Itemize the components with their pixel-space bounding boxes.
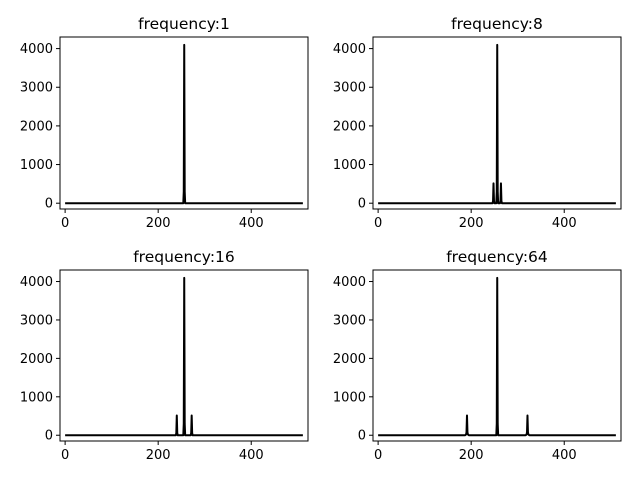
chart-title: frequency:1: [138, 15, 230, 33]
series-line-1: [378, 276, 616, 437]
y-tick-label: 4000: [20, 42, 53, 57]
y-tick-label: 2000: [20, 352, 53, 367]
y-tick-label: 4000: [333, 42, 366, 57]
chart-title: frequency:16: [133, 248, 235, 266]
x-tick-label: 200: [459, 216, 484, 231]
y-tick-label: 2000: [333, 352, 366, 367]
x-tick-label: 400: [239, 448, 264, 463]
series-line-1: [65, 276, 303, 437]
x-tick-label: 0: [374, 216, 382, 231]
y-tick-label: 3000: [20, 81, 53, 96]
x-tick-label: 400: [552, 448, 577, 463]
axes-frame: [59, 36, 309, 210]
y-tick-label: 4000: [333, 275, 366, 290]
y-tick-label: 1000: [333, 158, 366, 173]
x-tick-label: 0: [61, 216, 69, 231]
y-tick-label: 0: [45, 197, 53, 212]
y-tick-label: 2000: [333, 119, 366, 134]
x-tick-label: 400: [239, 216, 264, 231]
x-tick-label: 200: [146, 448, 171, 463]
x-tick-label: 200: [146, 216, 171, 231]
chart-title: frequency:64: [446, 248, 548, 266]
chart-title: frequency:8: [451, 15, 543, 33]
y-tick-label: 1000: [20, 390, 53, 405]
y-tick-label: 3000: [333, 313, 366, 328]
series-line-1: [65, 43, 303, 205]
y-tick-label: 2000: [20, 119, 53, 134]
y-tick-label: 1000: [20, 158, 53, 173]
series-line-1: [378, 43, 616, 205]
y-tick-label: 0: [358, 429, 366, 444]
x-tick-label: 400: [552, 216, 577, 231]
y-tick-label: 0: [45, 429, 53, 444]
x-tick-label: 200: [459, 448, 484, 463]
x-tick-label: 0: [374, 448, 382, 463]
y-tick-label: 3000: [20, 313, 53, 328]
axes-frame: [372, 269, 622, 442]
y-tick-label: 4000: [20, 275, 53, 290]
axes-frame: [59, 269, 309, 442]
y-tick-label: 3000: [333, 81, 366, 96]
y-tick-label: 1000: [333, 390, 366, 405]
y-tick-label: 0: [358, 197, 366, 212]
x-tick-label: 0: [61, 448, 69, 463]
axes-frame: [372, 36, 622, 210]
